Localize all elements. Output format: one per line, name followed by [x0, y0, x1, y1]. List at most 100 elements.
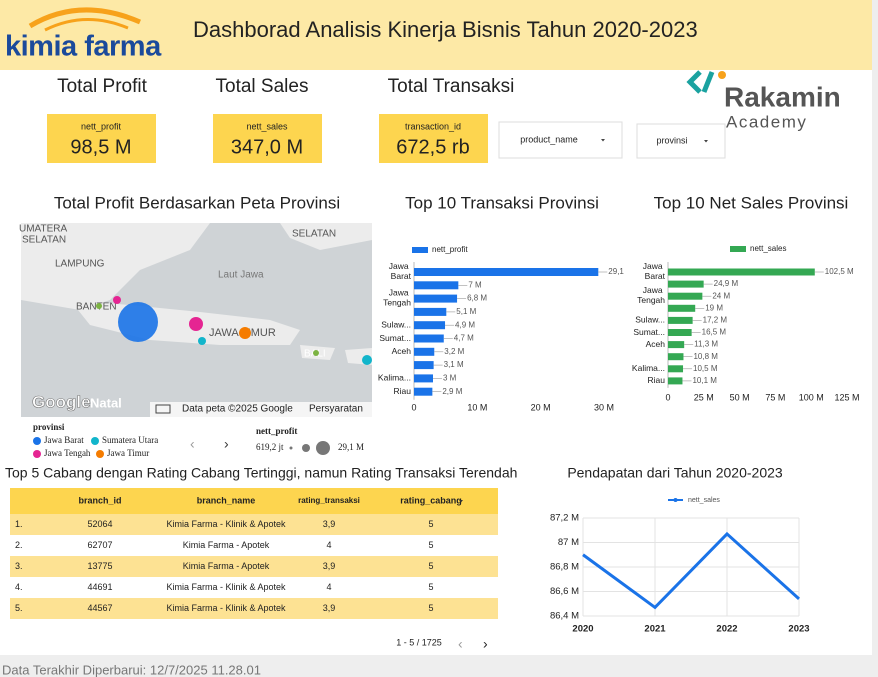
- bar: [414, 281, 459, 290]
- size-legend-dot: [302, 444, 310, 452]
- y-tick-label: Jawa Tengah: [383, 288, 411, 308]
- legend-label: nett_profit: [432, 245, 468, 254]
- scorecard-metric: transaction_id: [405, 121, 461, 131]
- x-tick-label: 50 M: [730, 392, 750, 402]
- filter-label[interactable]: provinsi: [656, 135, 687, 145]
- value-label: 2,9 M: [442, 387, 462, 396]
- size-legend-dot: [316, 441, 330, 455]
- table-cell: Kimia Farma - Apotek: [183, 561, 270, 571]
- brand-icon: [686, 70, 702, 94]
- table-cell: 4.: [15, 582, 23, 592]
- filter-dropdown[interactable]: [498, 121, 623, 159]
- table-header: [10, 488, 498, 514]
- y-tick-label: Aceh: [646, 339, 666, 349]
- sort-arrow: [459, 500, 463, 503]
- logo-text: kimia farma: [5, 31, 162, 63]
- map-bubble[interactable]: [96, 303, 102, 309]
- value-label: 17,2 M: [703, 316, 728, 325]
- y-tick-label: Kalima...: [632, 363, 665, 373]
- header-band: [0, 0, 872, 70]
- map-terms[interactable]: Persyaratan: [309, 404, 363, 415]
- map-bubble[interactable]: [313, 350, 319, 356]
- map-bubble[interactable]: [113, 296, 121, 304]
- legend-next[interactable]: ›: [224, 436, 229, 452]
- table-cell: 5: [428, 540, 433, 550]
- filter-label[interactable]: product_name: [520, 134, 578, 144]
- scorecard: [47, 114, 156, 163]
- bar: [414, 387, 433, 396]
- map-label: SELATAN: [22, 235, 66, 246]
- table-cell: 4: [326, 582, 331, 592]
- legend-title: provinsi: [33, 422, 65, 432]
- scorecard-title: Total Transaksi: [388, 76, 515, 97]
- charts: Top 10 Transaksi Provinsi nett_profit 0 10 …: [378, 193, 860, 634]
- table-row: [10, 598, 498, 619]
- scorecard-metric: nett_sales: [246, 121, 288, 131]
- size-legend-max: 29,1 M: [338, 442, 364, 452]
- brand-icon: [701, 71, 715, 93]
- bar: [414, 307, 447, 316]
- x-tick-label: 75 M: [765, 392, 785, 402]
- value-label: 10,1 M: [692, 376, 717, 385]
- map-bubble[interactable]: [118, 302, 158, 342]
- value-label: 10,8 M: [693, 352, 718, 361]
- map-label: Laut Jawa: [218, 270, 264, 281]
- x-tick-label: 0: [665, 392, 670, 402]
- legend-label: nett_sales: [750, 244, 786, 253]
- page-prev[interactable]: ‹: [458, 636, 463, 652]
- table-cell: 3,9: [323, 603, 336, 613]
- logo-arc: [28, 7, 141, 29]
- y-tick-label: Riau: [394, 386, 412, 396]
- y-tick-label: Kalima...: [378, 373, 411, 383]
- map-bubble[interactable]: [189, 317, 203, 331]
- value-label: 16,5 M: [702, 328, 727, 337]
- bar: [668, 341, 685, 349]
- x-tick-label: 125 M: [834, 392, 859, 402]
- y-tick-label: Jawa Tengah: [637, 285, 665, 305]
- scorecard: [379, 114, 488, 163]
- legend-swatch: [91, 437, 99, 445]
- size-legend-title: nett_profit: [256, 426, 297, 436]
- map-attribution: Data peta ©2025 Google: [182, 404, 293, 415]
- map-bubble[interactable]: [239, 327, 251, 339]
- x-tick-label: 100 M: [799, 392, 824, 402]
- table-cell: 13775: [87, 561, 112, 571]
- map-place: Natal: [90, 395, 122, 410]
- scorecard-value: 672,5 rb: [396, 136, 469, 158]
- table-cell: 1.: [15, 519, 23, 529]
- scorecard-title: Total Profit: [57, 76, 147, 97]
- map-bubble[interactable]: [198, 337, 206, 345]
- map-bubble[interactable]: [362, 355, 372, 365]
- table-cell: Kimia Farma - Apotek: [183, 540, 270, 550]
- table-cell: 44567: [87, 603, 112, 613]
- keyboard-icon: [155, 404, 171, 414]
- y-tick-label: Jawa Barat: [389, 261, 412, 281]
- dashboard-title: Dashborad Analisis Kinerja Bisnis Tahun …: [193, 17, 698, 42]
- legend-label: Jawa Barat: [44, 435, 84, 445]
- legend-label: Jawa Tengah: [44, 448, 91, 458]
- value-label: 4,7 M: [454, 334, 474, 343]
- page-next[interactable]: ›: [483, 636, 488, 652]
- value-label: 3,1 M: [444, 360, 464, 369]
- filter-dropdown[interactable]: [636, 123, 726, 159]
- table-cell: 5: [428, 561, 433, 571]
- legend-prev[interactable]: ‹: [190, 436, 195, 452]
- value-label: 3,2 M: [444, 347, 464, 356]
- scorecard-metric: nett_profit: [81, 121, 122, 131]
- y-tick-label: Jawa Barat: [643, 261, 666, 281]
- y-tick-label: Sumat...: [633, 327, 665, 337]
- chart-title: Top 10 Net Sales Provinsi: [654, 193, 849, 212]
- bar: [668, 280, 704, 288]
- map-land: [280, 223, 372, 250]
- map-google: Google: [32, 392, 91, 411]
- x-tick-label: 2023: [788, 624, 809, 635]
- y-tick-label: 87 M: [558, 537, 579, 548]
- value-label: 5,1 M: [456, 307, 476, 316]
- value-label: 102,5 M: [825, 267, 854, 276]
- y-tick-label: 86,4 M: [550, 611, 579, 622]
- table-cell: Kimia Farma - Klinik & Apotek: [166, 582, 286, 592]
- pagination: 1 - 5 / 1725: [396, 637, 442, 647]
- dropdown-arrow: [704, 140, 708, 143]
- y-tick-label: 86,6 M: [550, 586, 579, 597]
